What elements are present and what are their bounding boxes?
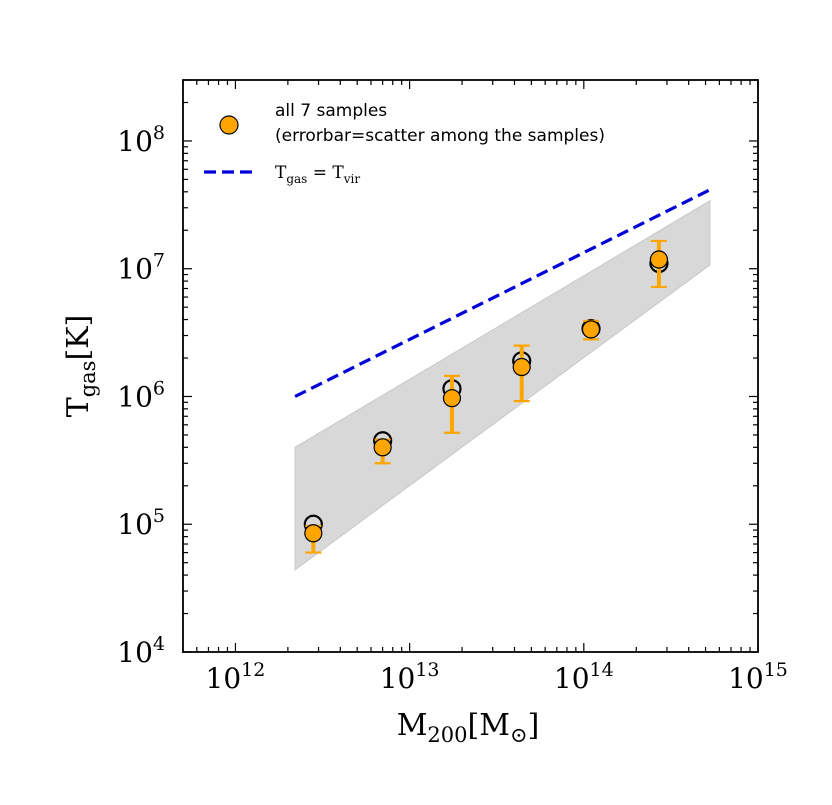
x-tick-label: 1015 bbox=[728, 659, 788, 695]
sample-point bbox=[373, 438, 392, 457]
x-tick-label: 1014 bbox=[554, 659, 614, 695]
legend-label-tvir: Tgas = Tvir bbox=[275, 163, 360, 186]
plot-frame bbox=[182, 79, 759, 653]
legend-label-samples-line1: all 7 samples bbox=[275, 101, 387, 121]
y-tick-label: 106 bbox=[117, 377, 165, 413]
y-tick-label: 107 bbox=[117, 250, 165, 286]
sample-point bbox=[304, 524, 323, 543]
x-tick-label: 1012 bbox=[206, 659, 266, 695]
sample-point bbox=[649, 250, 669, 269]
x-axis-label: M200[M⊙] bbox=[397, 708, 540, 747]
legend: all 7 samples (errorbar=scatter among th… bbox=[204, 101, 605, 186]
y-tick-label: 104 bbox=[117, 633, 165, 669]
y-axis-label: Tgas[K] bbox=[61, 315, 100, 418]
x-tick-label: 1013 bbox=[380, 659, 440, 695]
sample-point bbox=[442, 389, 462, 408]
sample-point bbox=[581, 320, 601, 339]
sample-point bbox=[512, 357, 531, 377]
y-tick-label: 108 bbox=[117, 122, 165, 158]
y-tick-label: 105 bbox=[117, 505, 165, 541]
series-tvir-line bbox=[294, 188, 711, 398]
legend-label-samples-line2: (errorbar=scatter among the samples) bbox=[275, 126, 605, 146]
legend-marker-samples bbox=[219, 115, 239, 135]
scatter-band bbox=[294, 199, 711, 571]
